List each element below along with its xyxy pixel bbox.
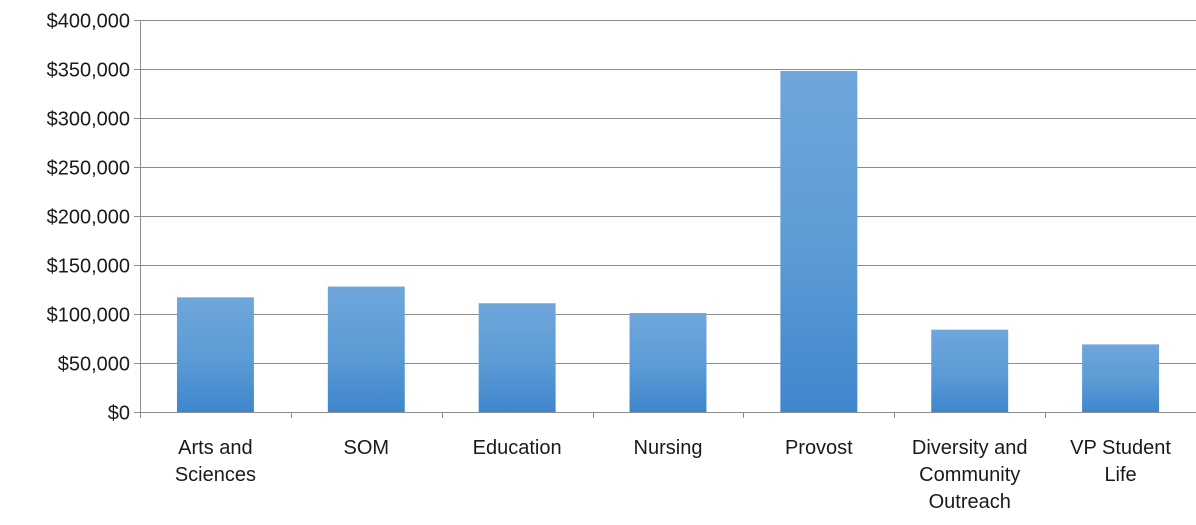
y-axis-tick-labels: $0 $50,000 $100,000 $150,000 $200,000 $250,00… <box>47 11 130 425</box>
y-tick-label: $300,000 <box>47 109 130 131</box>
category-label: Diversity and Community Outreach <box>912 437 1028 513</box>
y-tick-label: $350,000 <box>47 60 130 82</box>
y-tick-label: $400,000 <box>47 11 130 33</box>
category-label: VP Student Life <box>1070 437 1171 486</box>
category-label: Education <box>473 437 562 459</box>
y-tick-label: $100,000 <box>47 305 130 327</box>
gridlines <box>140 20 1196 364</box>
y-tick-label: $200,000 <box>47 207 130 229</box>
category-label: SOM <box>344 437 390 459</box>
bar <box>478 303 556 412</box>
y-tick-label: $50,000 <box>58 354 130 376</box>
bar <box>931 329 1009 412</box>
bar <box>176 297 254 412</box>
bars <box>176 70 1160 413</box>
bar <box>1082 344 1160 412</box>
y-tick-label: $150,000 <box>47 256 130 278</box>
bar <box>327 286 405 412</box>
category-label: Arts and Sciences <box>175 437 256 486</box>
y-tick-label: $0 <box>108 403 130 425</box>
x-axis-category-labels: Arts and Sciences SOM Education Nursing Provo… <box>175 437 1172 513</box>
y-tick-label: $250,000 <box>47 158 130 180</box>
category-label: Nursing <box>634 437 703 459</box>
axes <box>134 20 1196 418</box>
bar <box>629 313 707 412</box>
bar <box>780 70 858 413</box>
category-label: Provost <box>785 437 853 459</box>
